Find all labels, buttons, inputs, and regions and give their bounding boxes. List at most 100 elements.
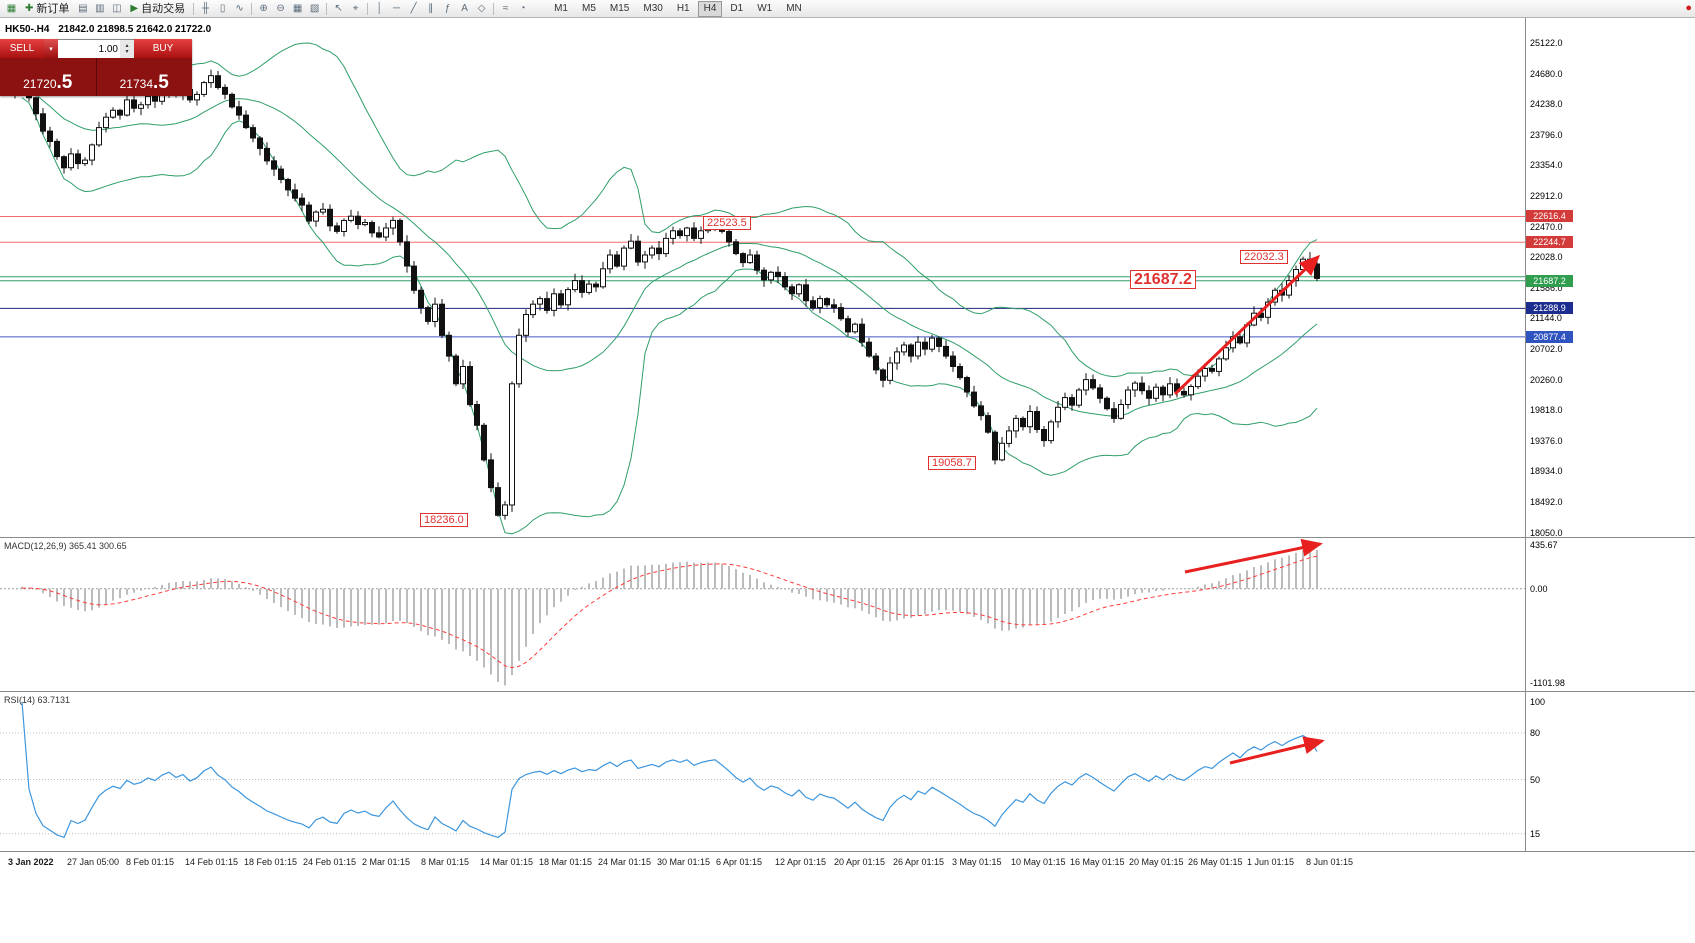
crosshair-icon[interactable]: ⌖ bbox=[347, 0, 364, 17]
text-icon[interactable]: A bbox=[456, 0, 473, 17]
time-tick: 24 Mar 01:15 bbox=[598, 857, 652, 867]
time-tick: 14 Mar 01:15 bbox=[480, 857, 534, 867]
timeframe-mn[interactable]: MN bbox=[786, 2, 802, 14]
zoom-in-icon[interactable]: ⊕ bbox=[255, 0, 272, 17]
time-axis[interactable]: 3 Jan 2022 27 Jan 05:00 8 Feb 01:15 14 Feb … bbox=[0, 852, 1695, 876]
price-tick: 19376.0 bbox=[1530, 436, 1563, 446]
time-tick: 8 Mar 01:15 bbox=[421, 857, 470, 867]
candlestick-series bbox=[5, 69, 1320, 520]
alerts-icon-glyph-icon: ◫ bbox=[112, 3, 122, 14]
time-tick: 16 May 01:15 bbox=[1070, 857, 1125, 867]
bar-chart-icon[interactable]: ╫ bbox=[197, 0, 214, 17]
trendline-icon[interactable]: ╱ bbox=[405, 0, 422, 17]
price-tick: 20260.0 bbox=[1530, 375, 1563, 385]
arrows-icon-glyph-icon: ◇ bbox=[477, 3, 486, 14]
auto-trading-glyph-icon: ▶ bbox=[130, 2, 139, 14]
period-clock-icon-glyph-icon: ◔ bbox=[519, 3, 526, 14]
trade-options-dropdown[interactable]: ▾ bbox=[44, 39, 58, 58]
timeframe-h4[interactable]: H4 bbox=[697, 0, 723, 17]
volume-field: ▴ ▾ bbox=[58, 39, 134, 58]
candlestick-chart[interactable] bbox=[0, 18, 1695, 537]
panel-separator[interactable] bbox=[0, 537, 1695, 538]
timeframe-w1[interactable]: W1 bbox=[757, 2, 773, 14]
toolbar-separator bbox=[193, 2, 195, 15]
time-tick: 26 Apr 01:15 bbox=[893, 857, 945, 867]
horizontal-line-icon[interactable]: ─ bbox=[388, 0, 405, 17]
candlestick-chart-icon[interactable]: ▯ bbox=[214, 0, 231, 17]
time-tick: 24 Feb 01:15 bbox=[303, 857, 357, 867]
ohlc-values: 21842.0 21898.5 21642.0 21722.0 bbox=[58, 24, 212, 35]
new-chart-glyph-icon: ▦ bbox=[6, 3, 17, 14]
timeframe-h1[interactable]: H1 bbox=[676, 2, 690, 14]
time-tick: 1 Jun 01:15 bbox=[1247, 857, 1295, 867]
time-tick: 18 Mar 01:15 bbox=[539, 857, 593, 867]
price-tick: 19818.0 bbox=[1530, 405, 1563, 415]
price-tick: 25122.0 bbox=[1530, 38, 1563, 48]
sell-button[interactable]: SELL bbox=[0, 39, 44, 58]
price-annotation: 22032.3 bbox=[1240, 250, 1288, 264]
navigator-icon-glyph-icon: ▧ bbox=[309, 3, 320, 14]
timeframe-m5[interactable]: M5 bbox=[582, 2, 596, 14]
volume-input[interactable] bbox=[58, 40, 120, 58]
chart-window-icon-glyph-icon: ▤ bbox=[78, 3, 88, 14]
toolbar-separator bbox=[326, 2, 328, 15]
horizontal-line-icon-glyph-icon: ─ bbox=[393, 3, 401, 14]
tile-windows-icon[interactable]: ▦ bbox=[289, 0, 306, 17]
channel-icon-glyph-icon: ∥ bbox=[428, 3, 434, 14]
timeframe-m15[interactable]: M15 bbox=[609, 2, 630, 14]
new-order-button[interactable]: ✚ 新订单 bbox=[20, 1, 74, 17]
line-chart-icon[interactable]: ∿ bbox=[231, 0, 248, 17]
rsi-chart bbox=[0, 701, 1525, 839]
fibonacci-icon[interactable]: ƒ bbox=[439, 0, 456, 17]
auto-trading-button[interactable]: ▶ 自动交易 bbox=[125, 1, 190, 17]
price-chart-panel[interactable]: HK50-.H4 21842.0 21898.5 21642.0 21722.0… bbox=[0, 18, 1695, 538]
vertical-line-icon[interactable]: │ bbox=[371, 0, 388, 17]
price-flag: 21288.9 bbox=[1526, 302, 1573, 314]
new-chart-button[interactable]: ▦ bbox=[3, 0, 20, 17]
profiles-icon[interactable]: ▥ bbox=[91, 0, 108, 17]
macd-panel[interactable]: MACD(12,26,9) 365.41 300.65 435.67 0.00 -1… bbox=[0, 538, 1695, 691]
price-annotation: 19058.7 bbox=[928, 456, 976, 470]
price-tick: 24680.0 bbox=[1530, 69, 1563, 79]
sell-price[interactable]: 21720 .5 bbox=[0, 58, 97, 96]
auto-trading-button-label: 自动交易 bbox=[141, 2, 186, 15]
macd-tick: 435.67 bbox=[1530, 540, 1558, 550]
spinner-down-icon[interactable]: ▾ bbox=[125, 49, 129, 55]
buy-price[interactable]: 21734 .5 bbox=[97, 58, 193, 96]
indicators-icon[interactable]: ≈ bbox=[497, 0, 514, 17]
rsi-tick: 100 bbox=[1530, 697, 1546, 707]
tile-windows-icon-glyph-icon: ▦ bbox=[292, 3, 303, 14]
chart-title: HK50-.H4 21842.0 21898.5 21642.0 21722.0 bbox=[5, 24, 217, 35]
channel-icon[interactable]: ∥ bbox=[422, 0, 439, 17]
rsi-tick: 80 bbox=[1530, 728, 1541, 738]
spinner-up-icon[interactable]: ▴ bbox=[125, 43, 129, 49]
vertical-line-icon-glyph-icon: │ bbox=[376, 3, 383, 14]
timeframe-d1[interactable]: D1 bbox=[730, 2, 744, 14]
timeframe-m30[interactable]: M30 bbox=[643, 2, 663, 14]
volume-spinner[interactable]: ▴ ▾ bbox=[120, 40, 134, 58]
sell-price-pip: .5 bbox=[56, 72, 73, 93]
period-clock-icon[interactable]: ◔ bbox=[514, 0, 531, 17]
rsi-line bbox=[21, 701, 1318, 839]
macd-title: MACD(12,26,9) 365.41 300.65 bbox=[4, 541, 127, 551]
chart-window-icon[interactable]: ▤ bbox=[74, 0, 91, 17]
time-tick: 3 Jan 2022 bbox=[8, 857, 54, 867]
price-tick: 21144.0 bbox=[1530, 313, 1562, 323]
timeframe-m1[interactable]: M1 bbox=[554, 2, 568, 14]
navigator-icon[interactable]: ▧ bbox=[306, 0, 323, 17]
time-tick: 30 Mar 01:15 bbox=[657, 857, 711, 867]
bar-chart-icon-glyph-icon: ╫ bbox=[202, 3, 210, 14]
cursor-icon[interactable]: ↖ bbox=[330, 0, 347, 17]
buy-button[interactable]: BUY bbox=[134, 39, 192, 58]
alerts-icon[interactable]: ◫ bbox=[108, 0, 125, 17]
time-tick: 20 Apr 01:15 bbox=[834, 857, 886, 867]
rsi-tick: 50 bbox=[1530, 775, 1541, 785]
macd-signal-line bbox=[21, 555, 1318, 669]
rsi-panel[interactable]: RSI(14) 63.7131 100 80 50 15 bbox=[0, 692, 1695, 851]
toolbar: ▦ ✚ 新订单 ▤ ▥ ◫ ▶ 自动交易 ╫ ▯ ∿ ⊕ ⊖ ▦ ▧ ↖ ⌖ │ ─ ╱ ∥ ƒ A ◇ ≈ ◔ M1 M5 M15 M… bbox=[0, 0, 1695, 18]
panel-separator[interactable] bbox=[0, 691, 1695, 692]
zoom-out-icon[interactable]: ⊖ bbox=[272, 0, 289, 17]
macd-chart bbox=[0, 538, 1525, 686]
arrows-icon[interactable]: ◇ bbox=[473, 0, 490, 17]
